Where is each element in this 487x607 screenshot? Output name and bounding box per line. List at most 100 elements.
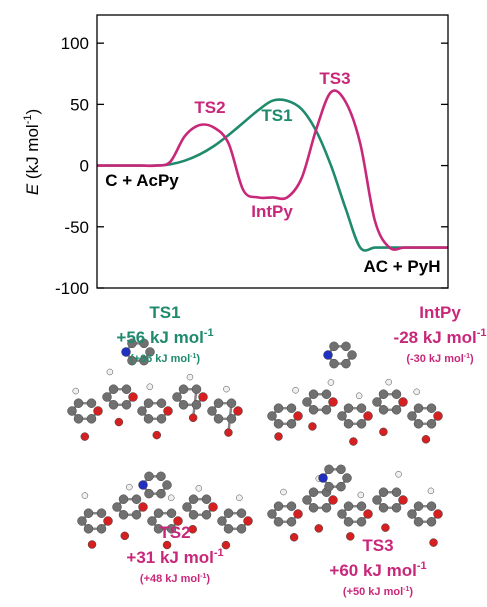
atom (182, 502, 192, 512)
atom (378, 503, 389, 513)
atom (186, 373, 194, 381)
atom (328, 397, 338, 407)
structure-energy: +56 kJ mol-1 (116, 327, 213, 347)
atom (356, 517, 367, 527)
atom (363, 509, 373, 519)
atom (391, 503, 402, 513)
structure-energy: -28 kJ mol-1 (394, 327, 487, 347)
atom (127, 338, 137, 349)
atom (289, 532, 299, 542)
atom (191, 400, 202, 410)
annotation: TS1 (261, 106, 292, 125)
atom (236, 524, 247, 534)
atom (426, 403, 437, 413)
atom (156, 414, 167, 424)
atom (267, 411, 277, 421)
alt-text: (-30 kJ mol (406, 353, 463, 365)
atom (308, 503, 319, 513)
atom (356, 403, 367, 413)
atom (292, 386, 299, 394)
atom (337, 411, 347, 421)
atom (126, 483, 133, 491)
atom (341, 358, 351, 369)
atom (147, 516, 157, 526)
atom (224, 428, 233, 437)
atom (407, 411, 417, 421)
atom (121, 384, 132, 394)
energy-exponent: -1 (214, 547, 224, 559)
atom (346, 532, 355, 541)
atom (273, 517, 284, 527)
y-label-symbol: E (23, 183, 42, 195)
atom (138, 502, 148, 512)
atom (302, 397, 312, 407)
atom (398, 397, 408, 407)
atom (342, 473, 352, 483)
alt-close: ) (409, 586, 413, 598)
atom (337, 509, 347, 519)
atom (343, 501, 354, 511)
y-tick-label: 0 (80, 157, 89, 176)
atom (138, 480, 148, 490)
atom (391, 487, 402, 497)
atom (153, 524, 164, 534)
atom (426, 419, 437, 429)
atom (395, 471, 402, 478)
atom (178, 384, 189, 394)
atom (398, 495, 408, 505)
atom (80, 432, 90, 441)
atom (162, 480, 172, 490)
atom (308, 487, 319, 497)
atom (127, 355, 137, 366)
atom (106, 368, 114, 376)
atom (329, 358, 339, 369)
atom (145, 347, 155, 357)
atom (217, 516, 227, 526)
plot-frame (96, 14, 449, 289)
structure-name: TS1 (149, 303, 180, 322)
alt-close: ) (196, 353, 200, 365)
atom (198, 392, 208, 402)
atom (341, 341, 351, 352)
y-tick-label: -50 (64, 218, 89, 237)
atom (131, 494, 142, 504)
alt-exponent: -1 (190, 353, 196, 360)
energy-curve (96, 89, 448, 251)
atom (112, 502, 122, 512)
atom (336, 481, 346, 492)
alt-exponent: -1 (200, 573, 206, 580)
atom (327, 379, 335, 386)
atom (163, 406, 173, 416)
structure-alt-energy: (-30 kJ mol-1) (406, 353, 474, 365)
atom (308, 422, 317, 431)
atom (267, 509, 277, 519)
atom (273, 403, 284, 413)
y-label-close: ) (23, 109, 42, 115)
atom (286, 403, 297, 413)
alt-close: ) (206, 573, 210, 585)
y-tick-label: 100 (61, 34, 89, 53)
structure-name: TS3 (362, 536, 393, 555)
atom (355, 392, 363, 400)
atom (139, 338, 149, 349)
atom (321, 389, 332, 399)
atom (407, 509, 417, 519)
atom (378, 389, 389, 399)
atom (324, 481, 334, 492)
atom (131, 510, 142, 520)
atom (96, 524, 107, 534)
atom (188, 524, 197, 534)
atom (121, 400, 132, 410)
atom (139, 355, 149, 366)
atom (321, 405, 332, 415)
atom (343, 517, 354, 527)
atom (114, 417, 124, 427)
atom (73, 398, 84, 408)
annotation: TS2 (194, 98, 225, 117)
atom (207, 406, 217, 416)
atom (328, 495, 338, 505)
atom (236, 508, 247, 518)
atom (173, 516, 183, 526)
atom (93, 406, 103, 416)
